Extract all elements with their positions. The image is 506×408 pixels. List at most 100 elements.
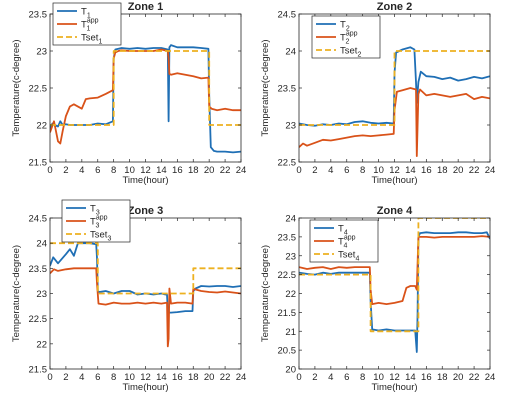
x-tick-label: 22	[469, 165, 480, 176]
series-line-tset	[50, 50, 241, 126]
y-tick-label: 23.5	[29, 10, 48, 21]
y-tick-label: 21.5	[29, 158, 48, 169]
x-tick-label: 4	[79, 165, 84, 176]
x-tick-label: 10	[373, 165, 384, 176]
series-group	[299, 218, 490, 353]
x-tick-label: 18	[437, 372, 448, 383]
x-tick-label: 20	[204, 372, 215, 383]
y-tick-label: 24	[285, 47, 296, 58]
legend-entry: T3	[90, 204, 100, 217]
series-line-t	[50, 242, 241, 314]
y-tick-label: 24	[285, 214, 296, 225]
x-tick-label: 16	[421, 372, 432, 383]
legend-sub: 2	[346, 26, 350, 33]
legend-entry: Tapp 2	[340, 31, 358, 46]
y-tick-label: 21.5	[278, 308, 297, 319]
y-axis-label: Temperature(c-degree)	[260, 245, 271, 342]
legend-sub: 4	[344, 230, 348, 237]
series-line-t	[50, 44, 241, 154]
legend-entry: T2	[340, 20, 350, 33]
x-tick-label: 24	[236, 372, 247, 383]
x-tick-label: 24	[485, 372, 496, 383]
chart-panel-1: Zone 10 2 4 6 8 10 12 14 16 18 20 22 2421.52222.5232…	[11, 1, 246, 186]
legend-sup: app	[96, 215, 108, 222]
legend-name: T	[340, 20, 346, 31]
x-tick-label: 2	[312, 372, 317, 383]
x-tick-label: 16	[172, 372, 183, 383]
x-tick-label: 2	[63, 165, 68, 176]
y-tick-label: 23.5	[29, 264, 48, 275]
legend-entry: Tset4	[338, 250, 359, 263]
x-tick-label: 0	[47, 372, 52, 383]
chart-panel-2: Zone 20 2 4 6 8 10 12 14 16 18 20 22 2422.52323.5242…	[260, 1, 495, 186]
legend-sub: 4	[344, 243, 348, 250]
chart-title: Zone 2	[377, 1, 412, 13]
x-tick-label: 4	[79, 372, 84, 383]
x-tick-label: 18	[437, 165, 448, 176]
series-line-tset	[299, 218, 490, 333]
legend-entry: Tset3	[90, 230, 111, 243]
legend-sub: 1	[87, 13, 91, 20]
y-tick-label: 23	[36, 47, 47, 58]
legend-name: Tset	[338, 250, 356, 261]
x-tick-label: 10	[373, 372, 384, 383]
y-tick-label: 22	[36, 339, 47, 350]
x-tick-label: 2	[312, 165, 317, 176]
legend-name: T	[81, 20, 87, 31]
legend-name: T	[90, 217, 96, 228]
y-tick-label: 20	[285, 365, 296, 376]
legend-name: T	[81, 7, 87, 18]
x-tick-label: 10	[124, 165, 135, 176]
series-line-tapp	[50, 267, 241, 348]
x-axis-label: Time(hour)	[122, 175, 168, 186]
y-tick-label: 23	[285, 251, 296, 262]
y-tick-label: 23	[285, 121, 296, 132]
x-tick-label: 6	[95, 165, 100, 176]
y-tick-label: 22	[285, 289, 296, 300]
x-tick-label: 12	[389, 165, 400, 176]
x-tick-label: 20	[453, 165, 464, 176]
x-tick-label: 6	[344, 372, 349, 383]
legend-sup: app	[344, 235, 356, 242]
x-tick-label: 0	[296, 165, 301, 176]
legend-name: Tset	[90, 230, 108, 241]
x-tick-label: 22	[220, 165, 231, 176]
series-line-tapp	[299, 235, 490, 306]
x-tick-label: 16	[421, 165, 432, 176]
series-group	[299, 46, 490, 158]
x-tick-label: 20	[453, 372, 464, 383]
legend-sub: 4	[355, 256, 359, 263]
x-tick-label: 8	[111, 372, 116, 383]
x-tick-label: 0	[47, 165, 52, 176]
y-tick-label: 22	[36, 121, 47, 132]
x-tick-label: 12	[140, 165, 151, 176]
series-group	[50, 242, 241, 348]
series-line-tset	[50, 242, 241, 295]
x-tick-label: 10	[124, 372, 135, 383]
legend-name: T	[340, 33, 346, 44]
x-tick-label: 14	[156, 372, 167, 383]
y-tick-label: 24	[36, 239, 47, 250]
x-tick-label: 6	[95, 372, 100, 383]
x-tick-label: 22	[469, 372, 480, 383]
y-tick-label: 22.5	[29, 314, 48, 325]
x-tick-label: 14	[405, 165, 416, 176]
series-line-tapp	[50, 48, 241, 145]
x-tick-label: 18	[188, 372, 199, 383]
x-tick-label: 18	[188, 165, 199, 176]
series-line-tapp	[299, 87, 490, 158]
chart-panel-3: Zone 30 2 4 6 8 10 12 14 16 18 20 22 2421.52222.5232…	[11, 199, 247, 393]
legend-name: T	[338, 224, 344, 235]
x-tick-label: 24	[485, 165, 496, 176]
x-tick-label: 20	[204, 165, 215, 176]
y-axis-label: Temperature(c-degree)	[260, 39, 271, 136]
legend-entry: Tset2	[340, 46, 361, 59]
x-axis-label: Time(hour)	[371, 382, 417, 393]
legend-name: T	[90, 204, 96, 215]
legend-entry: Tapp 3	[90, 215, 108, 230]
x-tick-label: 16	[172, 165, 183, 176]
y-axis-label: Temperature(c-degree)	[11, 245, 22, 342]
